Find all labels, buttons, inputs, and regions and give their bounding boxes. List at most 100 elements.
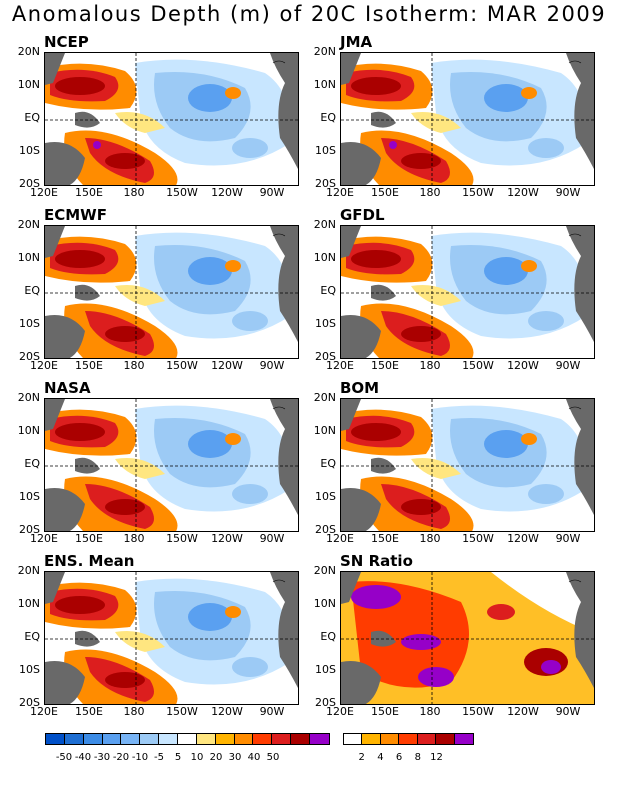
lat-label: 10S xyxy=(315,663,336,676)
map-field xyxy=(340,398,595,532)
colorbar-swatch xyxy=(121,734,141,744)
lon-label: 120E xyxy=(326,359,354,372)
lat-label: 20S xyxy=(19,696,40,709)
lat-label: 20N xyxy=(313,218,336,231)
lon-label: 150E xyxy=(75,532,103,545)
lon-label: 120W xyxy=(507,532,539,545)
panel-title: BOM xyxy=(340,379,380,397)
lon-label: 120W xyxy=(507,359,539,372)
lon-label: 150E xyxy=(371,359,399,372)
colorbar-swatch xyxy=(344,734,363,744)
lat-label: EQ xyxy=(320,284,336,297)
colorbar-label: 10 xyxy=(190,752,204,763)
lat-label: 10S xyxy=(315,317,336,330)
lat-label: 20S xyxy=(19,350,40,363)
colorbar-swatch xyxy=(215,734,235,744)
panel-title: NCEP xyxy=(44,33,89,51)
colorbar-swatch xyxy=(102,734,122,744)
map-field xyxy=(44,225,299,359)
panel-title: NASA xyxy=(44,379,91,397)
lat-label: 10S xyxy=(19,144,40,157)
map-field xyxy=(44,571,299,705)
panel-title: ENS. Mean xyxy=(44,552,135,570)
colorbar-swatch xyxy=(178,734,197,744)
lon-label: 120W xyxy=(211,186,243,199)
lat-label: 20N xyxy=(17,45,40,58)
lon-label: 120E xyxy=(326,532,354,545)
colorbar-swatch xyxy=(380,734,400,744)
lon-label: 150E xyxy=(371,186,399,199)
colorbar-swatch xyxy=(417,734,437,744)
lon-label: 180 xyxy=(123,359,145,372)
panel-title: GFDL xyxy=(340,206,385,224)
colorbar-label: 20 xyxy=(209,752,223,763)
lat-label: 10N xyxy=(17,424,40,437)
colorbar-swatch xyxy=(196,734,216,744)
lat-label: 10N xyxy=(17,597,40,610)
lat-label: EQ xyxy=(24,284,40,297)
lon-label: 180 xyxy=(123,532,145,545)
colorbar-label: -10 xyxy=(131,752,149,763)
lat-label: 10S xyxy=(315,490,336,503)
colorbar-swatch xyxy=(64,734,84,744)
lat-label: 10N xyxy=(313,251,336,264)
colorbar-label: 6 xyxy=(395,752,403,763)
lat-label: 20N xyxy=(17,218,40,231)
lon-label: 150E xyxy=(75,186,103,199)
lon-label: 90W xyxy=(555,532,581,545)
lat-label: EQ xyxy=(24,630,40,643)
lon-label: 120W xyxy=(211,705,243,718)
lon-label: 150E xyxy=(371,705,399,718)
lat-label: EQ xyxy=(320,111,336,124)
lon-label: 150W xyxy=(462,705,494,718)
colorbar-swatch xyxy=(291,734,311,744)
lat-label: 20S xyxy=(19,177,40,190)
colorbar-swatch xyxy=(83,734,103,744)
colorbar-swatch xyxy=(310,734,329,744)
lon-label: 180 xyxy=(123,705,145,718)
lon-label: 120W xyxy=(211,532,243,545)
colorbar-swatch xyxy=(272,734,292,744)
lon-label: 150W xyxy=(166,705,198,718)
lon-label: 120E xyxy=(30,705,58,718)
colorbar-label: 40 xyxy=(247,752,261,763)
panel-title: ECMWF xyxy=(44,206,107,224)
lat-label: 20N xyxy=(313,564,336,577)
lon-label: 150E xyxy=(371,532,399,545)
colorbar-swatch xyxy=(436,734,455,744)
lon-label: 120W xyxy=(211,359,243,372)
lon-label: 180 xyxy=(419,532,441,545)
map-field xyxy=(340,225,595,359)
figure-title: Anomalous Depth (m) of 20C Isotherm: MAR… xyxy=(11,2,607,26)
lon-label: 180 xyxy=(419,186,441,199)
lon-label: 150E xyxy=(75,705,103,718)
lat-label: 20S xyxy=(315,177,336,190)
lon-label: 120E xyxy=(30,186,58,199)
colorbar-label: 30 xyxy=(228,752,242,763)
colorbar-label: -40 xyxy=(74,752,92,763)
colorbar-label: -30 xyxy=(93,752,111,763)
lon-label: 150W xyxy=(166,186,198,199)
lat-label: 10S xyxy=(315,144,336,157)
colorbar-swatch xyxy=(46,734,65,744)
lat-label: EQ xyxy=(320,457,336,470)
lat-label: 10S xyxy=(19,490,40,503)
colorbar-swatch xyxy=(454,734,474,744)
lat-label: 10N xyxy=(17,78,40,91)
lon-label: 90W xyxy=(259,186,285,199)
lat-label: EQ xyxy=(24,111,40,124)
colorbar-swatch xyxy=(159,734,179,744)
lat-label: 20S xyxy=(315,350,336,363)
colorbar-label: 5 xyxy=(174,752,182,763)
lon-label: 180 xyxy=(419,705,441,718)
lon-label: 120E xyxy=(30,359,58,372)
lat-label: 20N xyxy=(17,391,40,404)
lat-label: 10N xyxy=(313,78,336,91)
lon-label: 150W xyxy=(166,359,198,372)
panel-title: SN Ratio xyxy=(340,552,413,570)
colorbar-label: -50 xyxy=(55,752,73,763)
anomaly-colorbar xyxy=(45,733,330,745)
colorbar-label: 2 xyxy=(358,752,365,763)
lon-label: 120W xyxy=(507,186,539,199)
map-field xyxy=(340,571,595,705)
